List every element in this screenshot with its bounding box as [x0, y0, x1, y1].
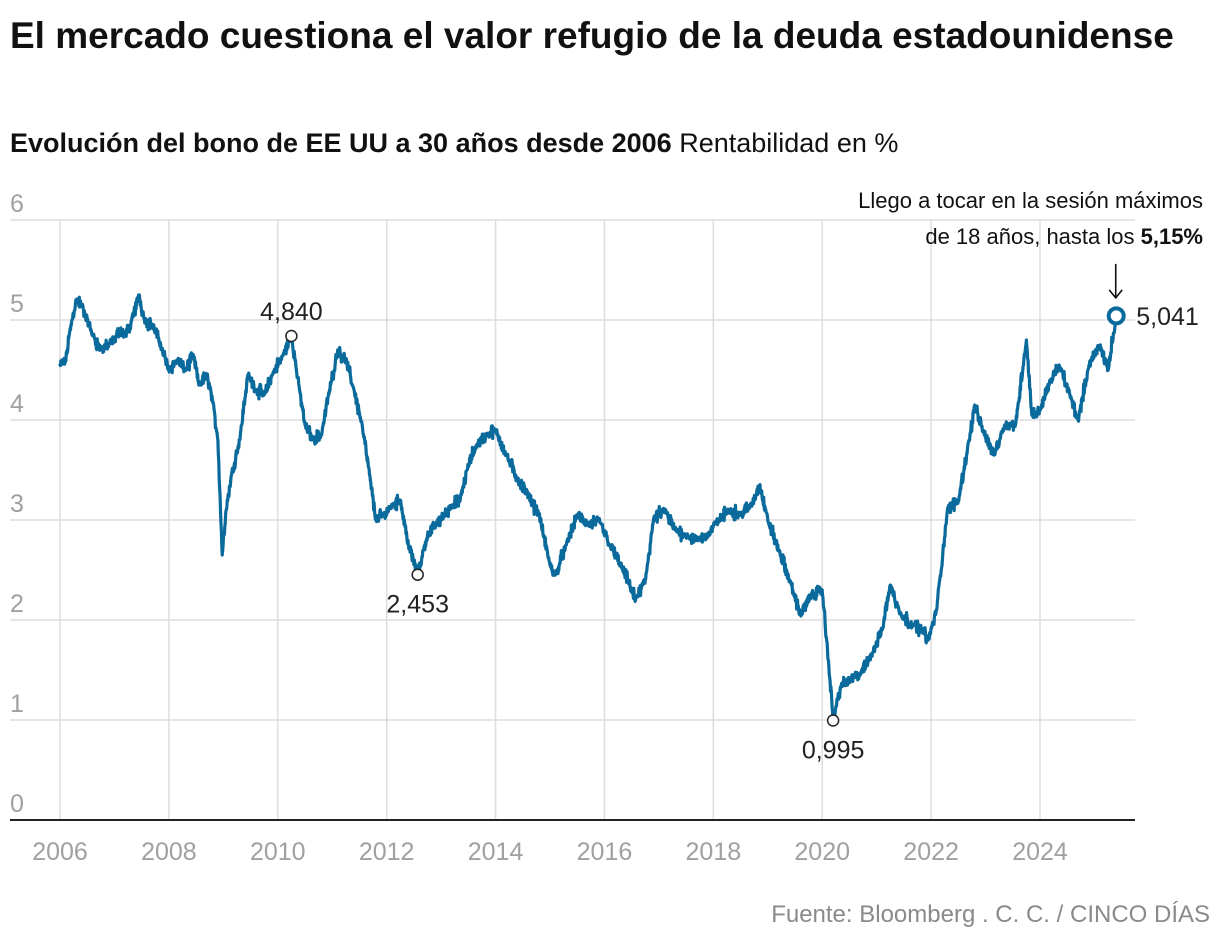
x-axis-ticks: 2006 2008 2010 2012 2014 2016 2018 2020 2022 2024: [32, 838, 1068, 866]
note-arrow-head: [1108, 289, 1123, 300]
x-tick-label: 2014: [468, 838, 524, 866]
low-2012-marker: [411, 568, 424, 581]
x-tick-label: 2012: [359, 838, 415, 866]
low-2012-label: 2,453: [386, 591, 449, 619]
last-value-marker: [1106, 306, 1126, 326]
chart-title: El mercado cuestiona el valor refugio de…: [10, 15, 1174, 56]
x-tick-label: 2006: [32, 838, 88, 866]
y-tick-label: 0: [10, 790, 24, 818]
x-tick-label: 2008: [141, 838, 197, 866]
x-tick-label: 2020: [794, 838, 850, 866]
y-tick-label: 3: [10, 490, 24, 518]
subtitle-unit: Rentabilidad en %: [679, 128, 899, 158]
x-tick-label: 2024: [1012, 838, 1068, 866]
note-line-2-text: de 18 años, hasta los: [925, 224, 1140, 249]
peak-2010-marker: [285, 329, 298, 343]
y-tick-label: 6: [10, 190, 24, 218]
note-max-value: 5,15%: [1141, 224, 1203, 249]
low-2020-label: 0,995: [802, 737, 865, 765]
last-value-label: 5,041: [1136, 303, 1199, 331]
series-line-bono-30-anos: [58, 293, 1118, 723]
annotations: 4,840 2,453 0,995 5,041 Llego a tocar en la …: [260, 188, 1203, 765]
x-tick-label: 2016: [577, 838, 633, 866]
y-tick-label: 4: [10, 390, 24, 418]
y-axis-ticks: 0 1 2 3 4 5 6: [10, 190, 24, 818]
low-2020-marker: [826, 714, 840, 727]
note-line-1: Llego a tocar en la sesión máximos: [858, 188, 1203, 213]
y-tick-label: 1: [10, 690, 24, 718]
note-line-2: de 18 años, hasta los 5,15%: [925, 224, 1203, 249]
chart-subtitle: Evolución del bono de EE UU a 30 años de…: [10, 126, 898, 160]
x-tick-label: 2018: [686, 838, 742, 866]
x-tick-label: 2010: [250, 838, 306, 866]
source-credit: Fuente: Bloomberg . C. C. / CINCO DÍAS: [771, 901, 1210, 928]
grid-lines: [10, 219, 1135, 820]
y-tick-label: 5: [10, 290, 24, 318]
y-tick-label: 2: [10, 590, 24, 618]
subtitle-bold: Evolución del bono de EE UU a 30 años de…: [10, 128, 672, 158]
x-tick-label: 2022: [903, 838, 959, 866]
peak-2010-label: 4,840: [260, 298, 323, 326]
